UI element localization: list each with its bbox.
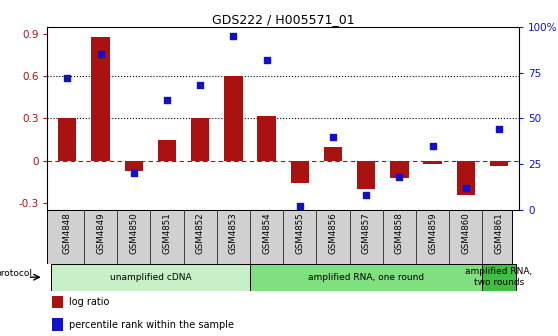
Bar (456, 161, 475, 195)
Bar (158, 139, 176, 161)
Text: GSM4848: GSM4848 (63, 213, 72, 254)
Text: GSM4852: GSM4852 (196, 213, 205, 254)
Point (395, 174, 404, 180)
Text: percentile rank within the sample: percentile rank within the sample (69, 320, 234, 330)
Text: GSM4858: GSM4858 (395, 213, 404, 254)
Bar (357, 161, 376, 189)
Bar (291, 161, 309, 183)
Bar (424, 161, 442, 164)
Point (129, 171, 138, 176)
Bar (490, 161, 508, 166)
Text: GSM4855: GSM4855 (295, 213, 304, 254)
Point (63, 76, 72, 81)
Text: unamplified cDNA: unamplified cDNA (109, 273, 191, 282)
Text: log ratio: log ratio (69, 297, 109, 307)
Point (262, 57, 271, 62)
Bar (52, 296, 62, 308)
Text: GSM4857: GSM4857 (362, 213, 371, 254)
Point (295, 204, 304, 209)
Point (461, 185, 470, 191)
Point (428, 143, 437, 149)
Bar (51, 264, 250, 291)
Point (162, 97, 171, 103)
Point (362, 193, 371, 198)
Title: GDS222 / H005571_01: GDS222 / H005571_01 (212, 13, 354, 26)
Bar (124, 161, 143, 171)
Bar (483, 264, 516, 291)
Bar (324, 146, 342, 161)
Bar (58, 118, 76, 161)
Bar (257, 116, 276, 161)
Point (494, 127, 503, 132)
Bar (390, 161, 408, 178)
Text: GSM4854: GSM4854 (262, 213, 271, 254)
Point (196, 83, 205, 88)
Bar (191, 118, 209, 161)
Text: GSM4856: GSM4856 (329, 213, 338, 254)
Text: GSM4850: GSM4850 (129, 213, 138, 254)
Text: GSM4861: GSM4861 (494, 213, 503, 254)
Point (229, 33, 238, 39)
Text: amplified RNA, one round: amplified RNA, one round (308, 273, 424, 282)
Point (96, 52, 105, 57)
Text: GSM4859: GSM4859 (428, 213, 437, 254)
Text: GSM4860: GSM4860 (461, 213, 470, 254)
Bar (250, 264, 483, 291)
Point (329, 134, 338, 139)
Text: protocol: protocol (0, 269, 32, 278)
Bar (92, 37, 110, 161)
Text: GSM4853: GSM4853 (229, 213, 238, 254)
Bar (52, 318, 62, 331)
Text: amplified RNA,
two rounds: amplified RNA, two rounds (465, 267, 533, 287)
Bar (224, 76, 243, 161)
Text: GSM4851: GSM4851 (162, 213, 171, 254)
Text: GSM4849: GSM4849 (96, 213, 105, 254)
